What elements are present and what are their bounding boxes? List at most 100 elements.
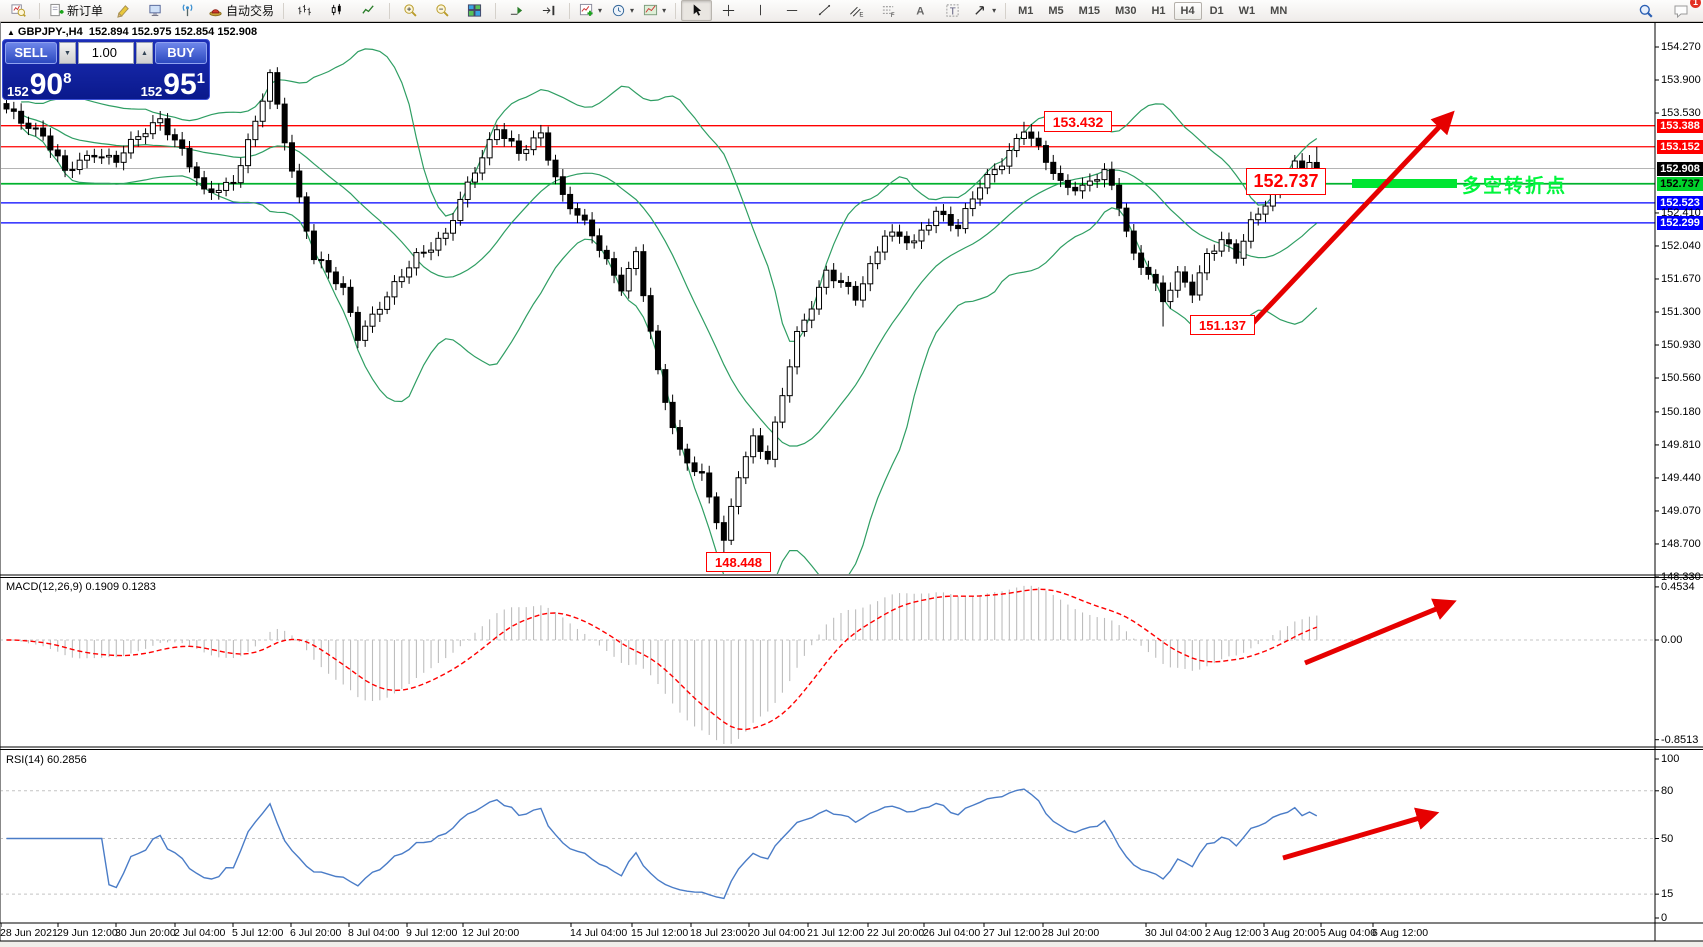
toolbar-separator [39,2,40,19]
computer-icon [149,4,161,17]
crosshair-icon [722,4,735,17]
horizontal-line-icon [786,10,798,11]
line-chart-button[interactable] [353,0,384,21]
templates-button[interactable]: ▾ [639,0,670,21]
timeframe-m30[interactable]: M30 [1115,4,1137,17]
vertical-line-tool-button[interactable] [745,0,776,21]
cursor-tool-button[interactable] [681,0,713,21]
signal-antenna-icon [182,4,193,17]
rsi-pane[interactable] [0,751,1655,922]
timeframe-h1[interactable]: H1 [1151,4,1166,17]
zoom-out-icon [436,4,449,17]
main-chart-pane[interactable] [0,23,1655,574]
time-axis[interactable] [0,923,1655,943]
new-order-button[interactable]: 新订单 [45,0,107,21]
zoom-in-icon [404,4,417,17]
sell-button[interactable]: SELL [5,42,57,64]
equidistant-channel-tool-button[interactable]: E [841,0,872,21]
text-label-tool-button[interactable]: T [937,0,968,21]
tile-windows-button[interactable] [459,0,490,21]
tile-windows-icon [467,4,482,17]
chart-window-button[interactable] [3,0,34,21]
dropdown-caret-icon: ▾ [992,6,997,15]
toolbar-separator [389,2,391,19]
buy-price-prefix: 152 [140,84,163,99]
volume-increase-button[interactable]: ▲ [136,42,153,64]
sell-price-prefix: 152 [7,84,29,99]
autotrading-button[interactable]: 自动交易 [204,0,278,21]
chart-shift-button[interactable] [533,0,564,21]
auto-scroll-icon [510,6,523,15]
dropdown-caret-icon: ▾ [598,6,603,15]
search-button[interactable] [1630,0,1661,21]
rsi-label: RSI(14) 60.2856 [6,754,87,766]
timeframe-d1[interactable]: D1 [1209,4,1224,17]
price-axis[interactable] [1655,23,1703,922]
notifications-button[interactable]: 1 [1665,0,1701,21]
volume-input[interactable]: 1.00 [78,42,134,64]
fibonacci-tool-button[interactable]: F [873,0,904,21]
collapse-arrow-icon[interactable]: ▲ [7,28,15,37]
text-tool-button[interactable]: A [905,0,936,21]
toolbar: 新订单 自动交易 [0,0,1703,22]
new-order-icon [50,3,64,17]
candlestick-chart-button[interactable] [321,0,352,21]
horizontal-line-tool-button[interactable] [777,0,808,21]
highlighter-icon [117,5,129,18]
bar-chart-icon [298,4,311,16]
buy-price-big: 95 [163,68,197,101]
toolbar-separator [495,2,497,19]
chat-bubble-icon [1674,5,1687,18]
autotrading-label: 自动交易 [226,4,275,18]
trendline-icon [818,4,831,16]
timeframe-mn[interactable]: MN [1270,4,1288,17]
periods-button[interactable]: ▾ [607,0,638,21]
ohlc-values: 152.894 152.975 152.854 152.908 [88,26,258,38]
sell-price-big: 90 [29,68,64,101]
indicators-button[interactable]: ▾ [575,0,606,21]
candlestick-chart-icon [331,3,341,16]
shapes-tool-button[interactable]: ▾ [969,0,1000,21]
crosshair-tool-button[interactable] [713,0,744,21]
sell-price-sup: 8 [63,70,72,87]
timeframe-h4[interactable]: H4 [1173,1,1202,20]
volume-decrease-button[interactable]: ▼ [59,42,76,64]
macd-label: MACD(12,26,9) 0.1909 0.1283 [6,581,156,593]
template-icon [644,4,658,16]
zoom-out-button[interactable] [427,0,458,21]
buy-button[interactable]: BUY [155,42,207,64]
line-chart-icon [362,5,374,14]
buy-price[interactable]: 152 95 1 [140,68,205,101]
dropdown-caret-icon: ▾ [662,6,667,15]
metaeditor-button[interactable] [140,0,171,21]
timeframe-bar: M1 M5 M15 M30 H1 H4 D1 W1 MN [1011,1,1294,20]
zoom-in-button[interactable] [395,0,426,21]
bar-chart-button[interactable] [289,0,320,21]
trendline-tool-button[interactable] [809,0,840,21]
new-order-label: 新订单 [67,4,104,18]
svg-text:E: E [859,12,863,18]
svg-text:T: T [950,6,956,17]
toolbar-separator [283,2,285,19]
timeframe-m1[interactable]: M1 [1018,4,1034,17]
timeframe-m5[interactable]: M5 [1048,4,1064,17]
highlighter-button[interactable] [108,0,139,21]
cursor-icon [693,4,702,16]
signals-button[interactable] [172,0,203,21]
timeframe-m15[interactable]: M15 [1078,4,1101,17]
timeframe-w1[interactable]: W1 [1238,4,1256,17]
auto-scroll-button[interactable] [501,0,532,21]
dropdown-caret-icon: ▾ [630,6,635,15]
svg-text:A: A [916,5,924,17]
sell-price[interactable]: 152 90 8 [7,68,72,101]
fibonacci-icon: F [882,6,895,18]
text-label-icon: T [946,4,959,17]
symbol-period-label: GBPJPY-,H4 [17,26,83,38]
indicators-icon [579,3,593,16]
buy-price-sup: 1 [196,70,205,87]
chart-shift-icon [542,5,555,16]
text-icon: A [916,5,924,17]
macd-pane[interactable] [0,579,1655,746]
chart-window-icon [11,4,26,17]
